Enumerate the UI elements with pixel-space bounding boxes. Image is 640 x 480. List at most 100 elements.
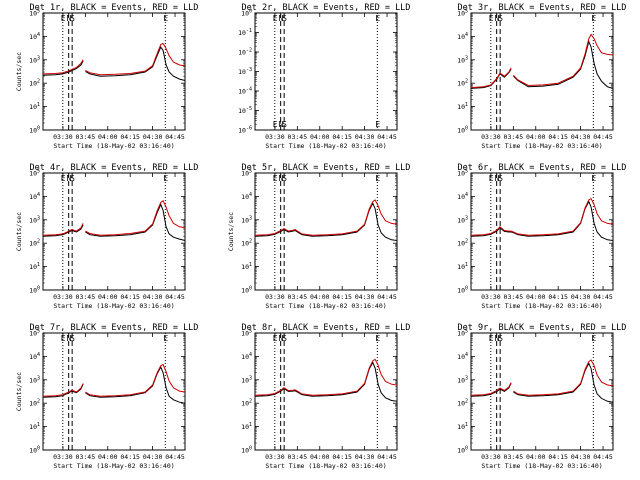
y-tick-label: 101 [29,102,40,111]
y-tick-label: 105 [29,169,40,178]
y-tick-label: 10-6 [238,126,252,135]
y-tick-label: 105 [457,329,468,338]
x-tick-label: 03:30 [53,453,73,461]
y-axis-label: Counts/sec [15,372,23,411]
marker-label: E [273,334,278,343]
x-tick-label: 04:00 [526,453,546,461]
y-tick-label: 103 [241,215,252,224]
marker-label: E [375,174,380,183]
x-tick-label: 04:30 [143,453,163,461]
chart-panel-1: Det 1r, BLACK = Events, RED = LLD 100 101 1… [15,3,198,150]
x-tick-label: 03:30 [53,133,73,141]
x-tick-label: 03:30 [481,453,501,461]
x-tick-label: 04:00 [310,453,330,461]
x-tick-label: 04:15 [548,293,568,301]
x-tick-label: 03:45 [288,453,308,461]
x-axis-label: Start Time (18-May-02 03:16:40) [481,142,602,150]
marker-label: N [67,14,72,23]
x-tick-label: 03:30 [265,293,285,301]
y-tick-label: 105 [241,329,252,338]
y-tick-label: 10-3 [238,67,252,76]
x-tick-label: 04:00 [98,293,118,301]
chart-panel-2: Det 2r, BLACK = Events, RED = LLD 10-6 10-… [238,3,410,150]
x-tick-label: 04:45 [593,453,613,461]
plot-frame [254,12,398,131]
x-tick-label: 03:45 [76,453,96,461]
plot-frame [470,172,614,291]
x-axis-label: Start Time (18-May-02 03:16:40) [265,462,386,470]
series-line-lld [42,363,186,397]
y-tick-label: 103 [29,55,40,64]
x-tick-label: 04:00 [526,293,546,301]
x-tick-label: 03:30 [265,133,285,141]
x-tick-label: 04:30 [143,293,163,301]
x-tick-label: 04:30 [143,133,163,141]
series-line-events [42,365,186,404]
plot-frame [42,332,186,451]
y-tick-label: 100 [241,286,252,295]
y-tick-label: 100 [457,446,468,455]
y-tick-label: 100 [241,9,252,18]
series-line-events [254,361,398,402]
series-line-lld [42,200,186,236]
y-tick-label: 102 [241,399,252,408]
x-tick-label: 04:15 [332,453,352,461]
y-tick-label: 105 [29,9,40,18]
x-tick-label: 04:15 [548,453,568,461]
series-line-lld [470,33,614,89]
x-tick-label: 04:45 [377,293,397,301]
series-line-lld [470,359,614,396]
chart-panel-4: Det 4r, BLACK = Events, RED = LLD 100 101 1… [15,163,198,310]
y-tick-label: 104 [457,192,468,201]
marker-label: S [498,174,503,183]
chart-title: Det 4r, BLACK = Events, RED = LLD [30,163,199,173]
y-axis-label: Counts/sec [15,52,23,91]
x-tick-label: 04:30 [571,133,591,141]
x-tick-label: 04:00 [310,293,330,301]
marker-label: E [163,334,168,343]
y-tick-label: 105 [457,169,468,178]
plot-frame [470,12,614,131]
marker-label: E [375,334,380,343]
chart-title: Det 3r, BLACK = Events, RED = LLD [458,3,627,13]
marker-label: S [70,334,75,343]
y-tick-label: 102 [241,239,252,248]
x-tick-label: 04:15 [120,133,140,141]
x-axis-label: Start Time (18-May-02 03:16:40) [481,302,602,310]
marker-label: N [67,334,72,343]
x-tick-label: 03:45 [504,133,524,141]
chart-title: Det 1r, BLACK = Events, RED = LLD [30,3,199,13]
series-line-lld [42,42,186,76]
y-tick-label: 101 [457,422,468,431]
marker-label: N [279,120,284,129]
series-line-lld [470,198,614,236]
x-tick-label: 04:45 [593,293,613,301]
y-tick-label: 103 [29,375,40,384]
marker-label: E [591,334,596,343]
series-line-events [470,200,614,241]
x-tick-label: 03:45 [76,133,96,141]
plot-frame [254,172,398,291]
y-tick-label: 100 [241,446,252,455]
chart-panel-6: Det 6r, BLACK = Events, RED = LLD 100 101 1… [457,163,626,310]
chart-title: Det 8r, BLACK = Events, RED = LLD [242,323,411,333]
marker-label: E [163,174,168,183]
x-tick-label: 04:45 [165,453,185,461]
y-tick-label: 104 [29,352,40,361]
marker-label: E [489,334,494,343]
x-tick-label: 04:45 [377,133,397,141]
x-tick-label: 04:15 [332,133,352,141]
y-tick-label: 102 [457,399,468,408]
plot-frame [42,12,186,131]
marker-label: S [282,174,287,183]
marker-label: E [273,120,278,129]
plot-frame [470,332,614,451]
chart-title: Det 7r, BLACK = Events, RED = LLD [30,323,199,333]
x-tick-label: 04:15 [120,293,140,301]
chart-title: Det 2r, BLACK = Events, RED = LLD [242,3,411,13]
y-tick-label: 105 [29,329,40,338]
y-tick-label: 100 [29,446,40,455]
y-tick-label: 102 [29,79,40,88]
x-tick-label: 04:15 [332,293,352,301]
